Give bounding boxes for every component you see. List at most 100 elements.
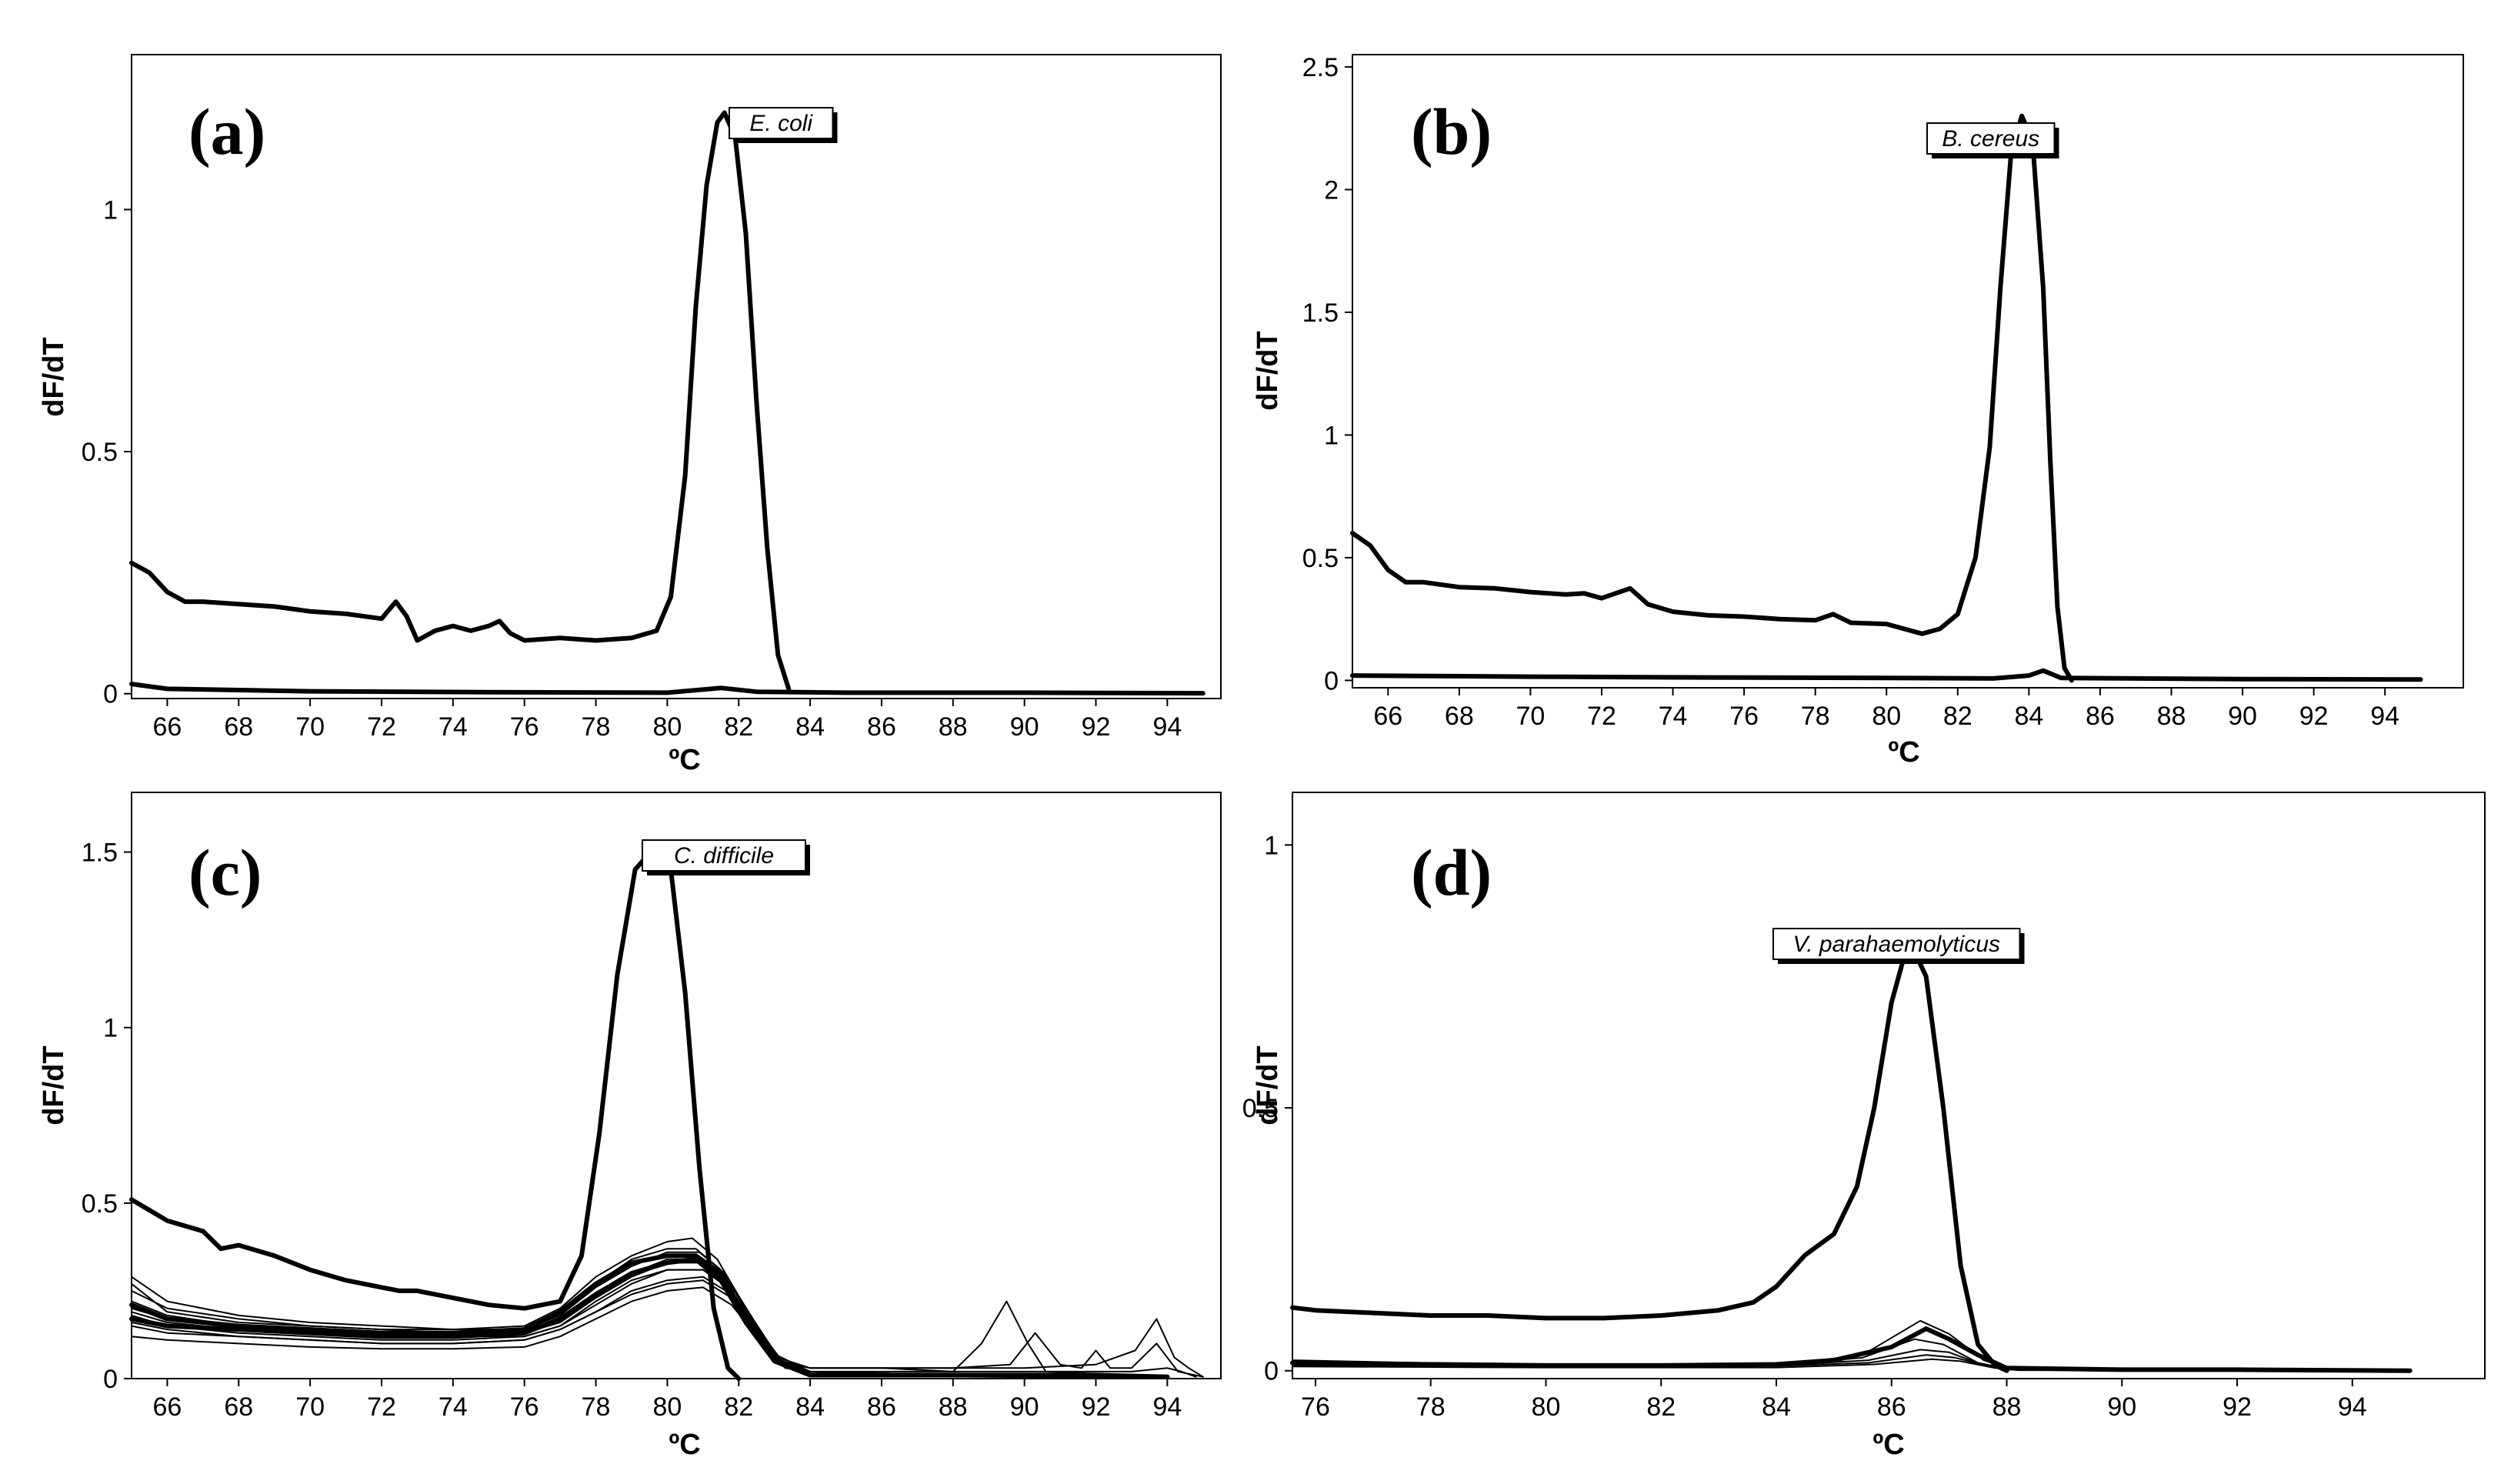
x-tick-label: 82	[1943, 702, 1972, 731]
x-tick-label: 72	[1587, 702, 1616, 731]
x-tick-label: 70	[295, 712, 325, 742]
annotation-box	[1772, 928, 2021, 960]
annotation-label: B. cereus	[1942, 126, 2039, 152]
series-line	[131, 1251, 1169, 1378]
annotation-box	[1926, 122, 2056, 155]
x-tick-label: 76	[1301, 1392, 1330, 1422]
panel-label: (c)	[188, 835, 262, 909]
x-tick-label: 70	[295, 1392, 325, 1422]
x-tick-label: 68	[1445, 702, 1474, 731]
x-tick-label: 88	[2157, 702, 2186, 731]
annotation-label: C. difficile	[674, 843, 774, 869]
x-tick-label: 88	[1992, 1392, 2022, 1422]
series-line	[131, 1279, 1197, 1378]
x-axis-label: ºC	[669, 744, 700, 776]
y-tick-label: 0	[103, 1365, 118, 1394]
x-axis-label: ºC	[669, 1429, 700, 1461]
x-tick-label: 86	[2086, 702, 2115, 731]
x-axis-label: ºC	[1888, 736, 1919, 769]
x-tick-label: 66	[153, 712, 182, 742]
x-tick-label: 94	[2370, 702, 2399, 731]
x-tick-label: 72	[367, 1392, 396, 1422]
x-tick-label: 78	[1416, 1392, 1446, 1422]
y-axis-label: dF/dT	[38, 1045, 70, 1125]
x-tick-label: 82	[724, 712, 753, 742]
x-tick-label: 90	[2228, 702, 2257, 731]
x-tick-label: 74	[439, 712, 468, 742]
chart-panel-d: 76 78 80 82 84 86 88 90 92 94 0 0.5 1 ºC dF/dT (d) V. pa…	[1242, 792, 2486, 1461]
x-tick-label: 86	[867, 712, 896, 742]
plot-frame	[1352, 54, 2464, 689]
y-tick-label: 1	[1324, 421, 1339, 450]
x-tick-label: 76	[510, 1392, 539, 1422]
x-tick-label: 76	[510, 712, 539, 742]
chart-panel-c: 66 68 70 72 74 76 78 80 82 84 86 88 90 92 94 0 0.5 1 1.5 ºC…	[38, 792, 1222, 1461]
x-tick-label: 92	[2223, 1392, 2252, 1422]
annotation-label: V. parahaemolyticus	[1792, 932, 2000, 957]
panel-label: (a)	[188, 95, 265, 168]
plot-frame	[131, 792, 1222, 1379]
panel-label: (b)	[1411, 95, 1492, 168]
y-tick-label: 0.5	[1302, 544, 1339, 573]
series-line	[131, 1258, 1204, 1378]
y-tick-label: 1	[103, 195, 118, 225]
series-line	[131, 1269, 1204, 1378]
x-tick-label: 86	[1877, 1392, 1906, 1422]
x-tick-label: 78	[582, 1392, 611, 1422]
x-tick-label: 80	[652, 712, 682, 742]
y-tick-label: 0	[1264, 1357, 1279, 1386]
plot-frame	[1292, 792, 2486, 1379]
y-tick-label: 0	[103, 680, 118, 709]
series-line	[129, 1253, 1170, 1379]
x-tick-label: 66	[153, 1392, 182, 1422]
x-tick-label: 74	[1659, 702, 1688, 731]
x-tick-label: 84	[795, 712, 825, 742]
y-axis-label: dF/dT	[38, 337, 70, 416]
x-tick-label: 74	[439, 1392, 468, 1422]
x-tick-label: 94	[2338, 1392, 2367, 1422]
y-tick-label: 0.5	[82, 1189, 118, 1219]
series-line	[131, 1237, 1169, 1378]
x-tick-label: 92	[1082, 712, 1111, 742]
series-line	[129, 110, 792, 692]
x-tick-label: 66	[1373, 702, 1402, 731]
y-tick-label: 1	[103, 1014, 118, 1043]
x-tick-label: 94	[1152, 1392, 1182, 1422]
x-tick-label: 90	[1010, 1392, 1039, 1422]
x-tick-label: 76	[1729, 702, 1759, 731]
plot-frame	[131, 54, 1222, 699]
chart-panel-a: 66 68 70 72 74 76 78 80 82 84 86 88 90 92 94 0 0.5 1 ºC dF/…	[38, 54, 1222, 776]
x-tick-label: 86	[867, 1392, 896, 1422]
x-tick-label: 84	[1762, 1392, 1791, 1422]
x-tick-label: 88	[939, 712, 968, 742]
y-axis-label: dF/dT	[1252, 331, 1284, 410]
x-tick-label: 92	[2299, 702, 2329, 731]
chart-panel-b: 66 68 70 72 74 76 78 80 82 84 86 88 90 92 94 0 0.5 1 1.5 2 2…	[1252, 53, 2464, 769]
panel-label: (d)	[1411, 835, 1492, 909]
x-tick-label: 84	[795, 1392, 825, 1422]
x-tick-label: 92	[1082, 1392, 1111, 1422]
x-tick-label: 80	[1532, 1392, 1561, 1422]
x-tick-label: 90	[2107, 1392, 2136, 1422]
series-line	[129, 682, 1205, 696]
series-line	[129, 842, 742, 1381]
x-tick-label: 68	[224, 1392, 253, 1422]
x-tick-label: 70	[1516, 702, 1545, 731]
annotation-box	[729, 107, 834, 139]
x-tick-label: 80	[1872, 702, 1901, 731]
series-line	[1290, 937, 2009, 1373]
x-tick-label: 80	[652, 1392, 682, 1422]
annotation-label: E. coli	[749, 111, 813, 136]
series-line	[1350, 668, 2423, 682]
x-tick-label: 84	[2014, 702, 2043, 731]
y-tick-label: 0.5	[82, 438, 118, 467]
x-tick-label: 82	[724, 1392, 753, 1422]
x-axis-label: ºC	[1872, 1429, 1904, 1461]
x-tick-label: 82	[1646, 1392, 1676, 1422]
annotation-box	[642, 839, 806, 872]
y-tick-label: 0	[1324, 666, 1339, 695]
x-tick-label: 88	[939, 1392, 968, 1422]
y-tick-label: 1.5	[1302, 298, 1339, 328]
series-line	[1290, 1326, 2413, 1373]
